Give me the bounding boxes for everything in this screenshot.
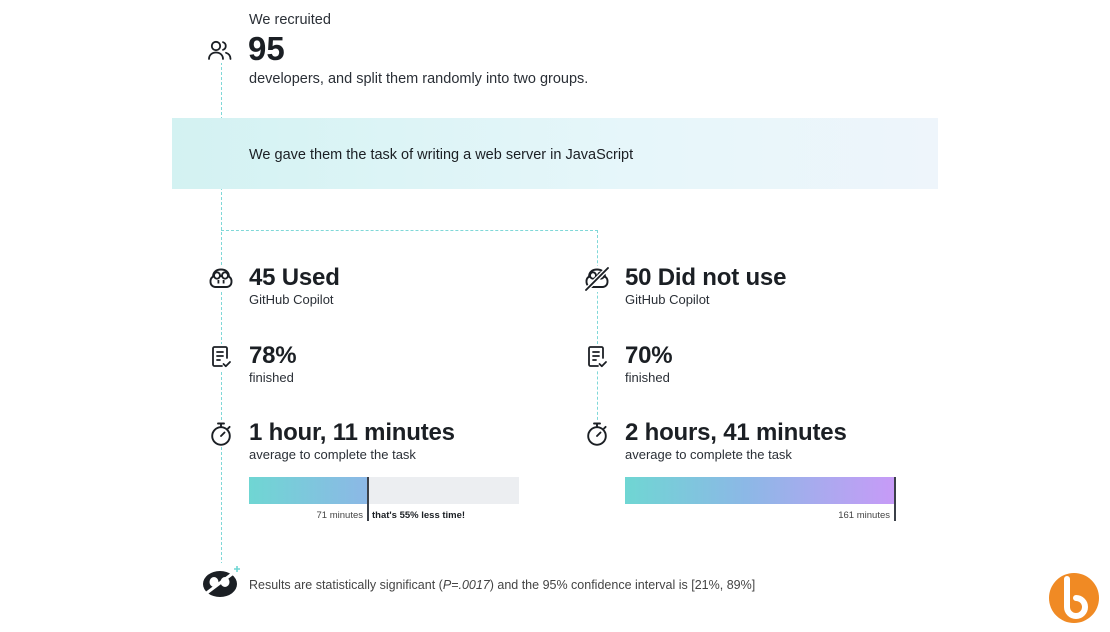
group-notused-headline: 50 Did not use: [625, 264, 787, 291]
footer-note: Results are statistically significant (P…: [249, 578, 755, 592]
connector-left-main: [221, 62, 222, 570]
bar-note-used: that's 55% less time!: [372, 510, 466, 521]
connector-right: [597, 230, 598, 430]
copilot-rocket-icon: [200, 563, 244, 603]
group-notused-finished-pct: 70%: [625, 342, 673, 369]
checklist-icon: [208, 344, 234, 370]
group-used-finished-pct: 78%: [249, 342, 297, 369]
bar-caption-notused: 161 minutes: [838, 510, 890, 521]
copilot-off-icon: [584, 266, 610, 292]
bar-caption-used: 71 minutes: [316, 510, 363, 521]
group-used-tool: GitHub Copilot: [249, 292, 334, 307]
task-text: We gave them the task of writing a web s…: [249, 147, 634, 163]
brand-logo-icon: [1048, 572, 1100, 624]
copilot-icon: [208, 266, 234, 292]
group-used-headline: 45 Used: [249, 264, 340, 291]
group-notused-time: 2 hours, 41 minutes: [625, 419, 847, 446]
group-used-time-label: average to complete the task: [249, 447, 416, 462]
stopwatch-icon: [208, 421, 234, 447]
group-used-finished-label: finished: [249, 370, 294, 385]
stopwatch-icon: [584, 421, 610, 447]
group-notused-finished-label: finished: [625, 370, 670, 385]
intro-tail: developers, and split them randomly into…: [249, 71, 589, 87]
group-notused-tool: GitHub Copilot: [625, 292, 710, 307]
task-banner: We gave them the task of writing a web s…: [172, 118, 938, 189]
bar-fill-used: [249, 477, 367, 504]
footer-p-value: P=.0017: [442, 578, 490, 592]
footer-text-after: ) and the 95% confidence interval is [21…: [489, 578, 756, 592]
bar-marker-used: [367, 477, 369, 521]
checklist-icon: [584, 344, 610, 370]
connector-branch: [221, 230, 598, 231]
group-notused-time-label: average to complete the task: [625, 447, 792, 462]
intro-lead: We recruited: [249, 12, 331, 28]
footer-text-before: Results are statistically significant (: [249, 578, 443, 592]
people-icon: [207, 37, 233, 63]
bar-marker-notused: [894, 477, 896, 521]
bar-fill-notused: [625, 477, 894, 504]
group-used-time: 1 hour, 11 minutes: [249, 419, 455, 446]
intro-count: 95: [248, 30, 285, 67]
